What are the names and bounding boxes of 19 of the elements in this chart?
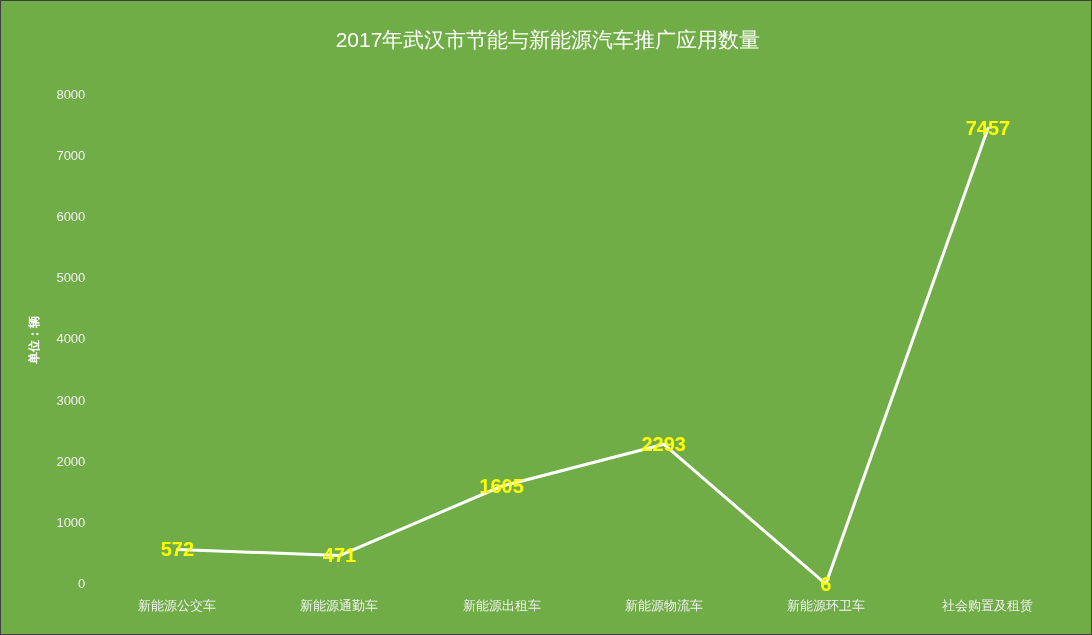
chart-title: 2017年武汉市节能与新能源汽车推广应用数量	[335, 28, 761, 52]
x-tick-label: 新能源出租车	[462, 597, 541, 613]
x-tick-label: 新能源物流车	[624, 597, 703, 613]
y-tick-label: 5000	[56, 270, 86, 286]
x-tick-label: 新能源环卫车	[786, 597, 865, 613]
x-tick-label: 新能源公交车	[138, 597, 217, 613]
y-tick-label: 2000	[56, 453, 86, 469]
x-tick-label: 社会购置及租赁	[942, 597, 1034, 613]
x-tick-label: 新能源通勤车	[300, 597, 379, 613]
y-tick-label: 0	[78, 575, 86, 591]
y-tick-label: 3000	[56, 392, 86, 408]
data-label: 7457	[965, 116, 1011, 139]
data-label: 572	[160, 537, 195, 560]
y-tick-label: 8000	[56, 86, 86, 102]
y-tick-label: 1000	[56, 514, 86, 530]
y-tick-label: 7000	[56, 147, 86, 163]
y-tick-label: 6000	[56, 209, 86, 225]
y-tick-label: 4000	[56, 331, 86, 347]
y-axis-title: 单位：辆	[26, 315, 41, 365]
